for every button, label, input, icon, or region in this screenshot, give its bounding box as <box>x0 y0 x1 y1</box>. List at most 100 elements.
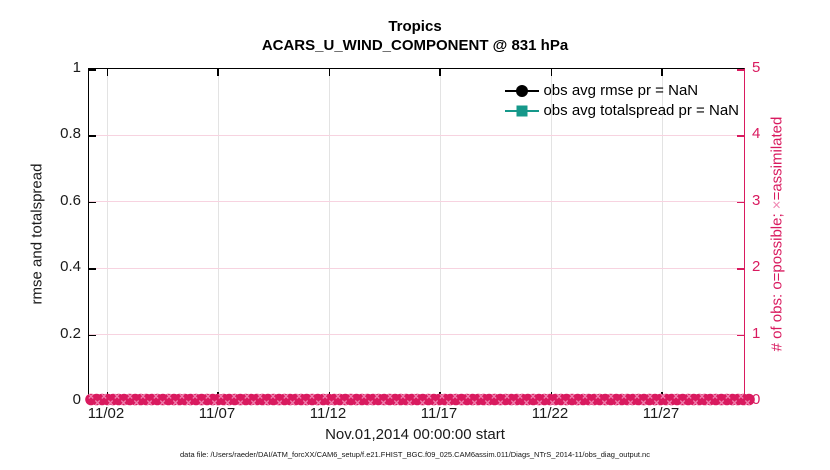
y-tick-left <box>89 201 96 204</box>
assimilated-obs-marker <box>296 393 302 399</box>
assimilated-obs-marker <box>419 400 426 406</box>
legend-entry: obs avg rmse pr = NaN <box>504 82 698 99</box>
assimilated-obs-marker <box>510 400 517 406</box>
y-axis-label-left: rmse and totalspread <box>28 163 46 305</box>
assimilated-obs-marker <box>322 393 328 399</box>
y-tick-label-right: 1 <box>752 324 761 342</box>
assimilated-obs-marker <box>146 400 153 406</box>
gridline-horizontal <box>89 201 744 203</box>
legend-circle-marker <box>505 84 540 97</box>
y-tick-right <box>737 268 744 270</box>
assimilated-obs-marker <box>179 393 185 399</box>
assimilated-obs-marker <box>172 400 179 406</box>
assimilated-obs-marker <box>335 393 341 399</box>
assimilated-obs-marker <box>478 393 484 399</box>
assimilated-obs-marker <box>718 400 725 406</box>
assimilated-obs-marker <box>302 400 309 406</box>
x-tick-label: 11/22 <box>531 405 569 422</box>
assimilated-obs-marker <box>263 400 270 406</box>
assimilated-obs-marker <box>647 393 653 399</box>
assimilated-obs-marker <box>107 400 114 406</box>
assimilated-obs-marker <box>465 393 471 399</box>
gridline-vertical <box>329 69 330 399</box>
assimilated-obs-marker <box>536 400 543 406</box>
x-tick-top <box>661 69 663 76</box>
y-tick-left <box>89 268 96 270</box>
assimilated-obs-marker <box>627 400 634 406</box>
assimilated-obs-marker <box>185 400 192 406</box>
y-tick-label-left: 0.8 <box>60 125 81 143</box>
y-tick-label-right: 5 <box>752 59 761 76</box>
assimilated-obs-marker <box>231 393 237 399</box>
assimilated-obs-marker <box>601 400 608 406</box>
assimilated-obs-marker <box>504 393 510 399</box>
assimilated-obs-marker <box>491 393 497 399</box>
gridline-horizontal <box>89 267 744 269</box>
assimilated-obs-marker <box>556 393 562 399</box>
assimilated-obs-marker <box>270 393 276 399</box>
assimilated-obs-marker <box>283 393 289 399</box>
assimilated-obs-marker <box>237 400 244 406</box>
possible-obs-marker <box>743 393 755 406</box>
assimilated-obs-marker <box>400 393 406 399</box>
gridline-vertical <box>551 69 552 399</box>
assimilated-obs-marker <box>523 400 530 406</box>
assimilated-obs-marker <box>712 393 718 399</box>
x-tick-top <box>550 69 552 76</box>
assimilated-obs-marker <box>257 393 263 399</box>
legend-label: obs avg rmse pr = NaN <box>543 82 699 99</box>
assimilated-obs-marker <box>471 400 478 406</box>
assimilated-obs-marker <box>367 400 374 406</box>
assimilated-obs-marker <box>361 393 367 399</box>
assimilated-obs-marker <box>595 393 601 399</box>
assimilated-obs-marker <box>380 400 387 406</box>
assimilated-obs-marker <box>140 393 146 399</box>
assimilated-obs-marker <box>640 400 647 406</box>
x-tick-top <box>217 69 219 76</box>
assimilated-obs-marker <box>653 400 660 406</box>
assimilated-obs-marker <box>341 400 348 406</box>
plot-title: Tropics <box>388 18 442 35</box>
assimilated-obs-marker <box>705 400 712 406</box>
y-tick-right <box>737 135 744 137</box>
legend-square-marker <box>505 105 540 116</box>
y-tick-label-left: 0.2 <box>60 324 81 342</box>
assimilated-obs-marker <box>153 393 159 399</box>
assimilated-obs-marker <box>244 393 250 399</box>
assimilated-obs-marker <box>738 393 744 399</box>
assimilated-obs-marker <box>374 393 380 399</box>
gridline-horizontal <box>89 334 744 336</box>
assimilated-obs-marker <box>575 400 582 406</box>
assimilated-obs-marker <box>744 400 751 406</box>
assimilated-obs-marker <box>445 400 452 406</box>
x-tick-label: 11/12 <box>309 405 347 422</box>
assimilated-obs-marker <box>94 400 101 406</box>
y-tick-label-left: 0.6 <box>60 191 81 209</box>
gridline-vertical <box>661 69 663 399</box>
assimilated-obs-marker <box>530 393 536 399</box>
assimilated-obs-marker <box>543 393 549 399</box>
assimilated-obs-marker <box>439 393 445 399</box>
assimilated-obs-marker <box>328 400 335 406</box>
assimilated-obs-marker <box>517 393 523 399</box>
assimilated-obs-marker <box>205 393 211 399</box>
assimilated-obs-marker <box>562 400 569 406</box>
assimilated-obs-marker <box>198 400 205 406</box>
assimilated-obs-marker <box>348 393 354 399</box>
y-tick-left <box>89 69 96 71</box>
y-tick-label-right: 4 <box>752 125 761 143</box>
y-tick-right <box>737 201 744 204</box>
legend-label: obs avg totalspread pr = NaN <box>543 102 739 119</box>
y-tick-label-right: 0 <box>752 391 761 408</box>
assimilated-obs-marker <box>634 393 640 399</box>
legend-entry: obs avg totalspread pr = NaN <box>504 102 739 119</box>
assimilated-obs-marker <box>452 393 458 399</box>
x-tick-top <box>328 69 330 76</box>
assimilated-obs-marker <box>731 400 738 406</box>
gridline-vertical <box>217 69 219 399</box>
assimilated-obs-marker <box>608 393 614 399</box>
y-tick-left <box>89 135 96 137</box>
y-axis-label-right: # of obs: o=possible; ×=assimilated <box>769 117 786 352</box>
assimilated-obs-marker <box>686 393 692 399</box>
